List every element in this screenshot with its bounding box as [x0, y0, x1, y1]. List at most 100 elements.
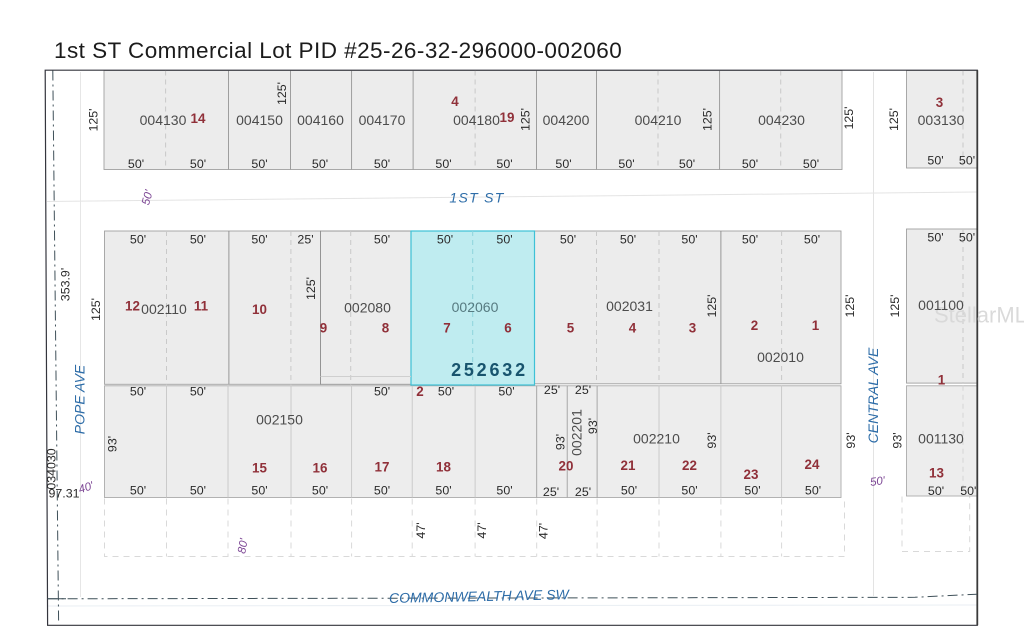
- svg-text:034030: 034030: [45, 448, 59, 489]
- svg-text:50': 50': [130, 484, 146, 498]
- svg-text:50': 50': [312, 484, 328, 498]
- svg-text:2: 2: [751, 318, 758, 333]
- svg-text:24: 24: [805, 457, 820, 472]
- svg-text:003130: 003130: [918, 112, 965, 128]
- svg-text:93': 93': [554, 434, 568, 450]
- svg-text:11: 11: [194, 299, 209, 314]
- svg-text:50': 50': [555, 157, 571, 171]
- svg-text:9: 9: [320, 321, 327, 336]
- svg-text:001130: 001130: [918, 431, 964, 447]
- svg-text:40': 40': [77, 480, 96, 496]
- svg-text:97.31: 97.31: [48, 487, 79, 501]
- svg-text:50': 50': [374, 157, 390, 171]
- svg-text:002210: 002210: [633, 431, 680, 447]
- svg-text:004160: 004160: [297, 112, 344, 128]
- svg-text:50': 50': [496, 157, 512, 171]
- svg-text:50': 50': [620, 233, 636, 247]
- svg-text:80': 80': [236, 537, 251, 555]
- svg-text:93': 93': [705, 432, 719, 448]
- svg-text:004170: 004170: [359, 112, 406, 128]
- svg-text:6: 6: [504, 321, 511, 336]
- svg-text:4: 4: [451, 94, 459, 109]
- svg-text:50': 50': [251, 484, 267, 498]
- svg-text:50': 50': [621, 484, 637, 498]
- svg-text:13: 13: [929, 466, 944, 481]
- svg-text:7: 7: [443, 321, 450, 336]
- svg-text:25': 25': [575, 485, 591, 499]
- svg-text:47': 47': [475, 522, 489, 538]
- svg-text:50': 50': [130, 385, 146, 399]
- svg-text:50': 50': [190, 385, 206, 399]
- svg-text:CENTRAL AVE: CENTRAL AVE: [865, 347, 881, 443]
- svg-text:4: 4: [629, 321, 637, 336]
- svg-text:50': 50': [374, 484, 390, 498]
- svg-text:50': 50': [959, 231, 975, 245]
- svg-text:50': 50': [190, 484, 206, 498]
- svg-text:50': 50': [681, 233, 697, 247]
- svg-text:16: 16: [313, 460, 328, 475]
- svg-text:17: 17: [375, 459, 390, 474]
- svg-text:25': 25': [544, 383, 560, 397]
- svg-text:353.9': 353.9': [59, 268, 73, 301]
- svg-text:19: 19: [500, 110, 515, 125]
- svg-text:50': 50': [618, 157, 634, 171]
- svg-text:004210: 004210: [635, 112, 682, 128]
- svg-text:50': 50': [960, 484, 976, 498]
- svg-text:50': 50': [805, 484, 821, 498]
- svg-text:50': 50': [190, 233, 206, 247]
- svg-text:004200: 004200: [543, 112, 590, 128]
- svg-text:50': 50': [959, 154, 975, 168]
- svg-text:50': 50': [496, 233, 512, 247]
- svg-text:002060: 002060: [452, 299, 499, 315]
- svg-text:25': 25': [575, 383, 591, 397]
- svg-text:50': 50': [927, 231, 943, 245]
- svg-text:50': 50': [742, 157, 758, 171]
- svg-text:002150: 002150: [256, 412, 303, 428]
- svg-text:93': 93': [586, 418, 600, 434]
- svg-text:93': 93': [106, 436, 120, 452]
- svg-text:20: 20: [559, 459, 574, 474]
- svg-text:125': 125': [89, 298, 103, 321]
- svg-text:002201: 002201: [569, 409, 585, 456]
- svg-text:125': 125': [842, 106, 856, 129]
- svg-text:50': 50': [435, 157, 451, 171]
- svg-text:50': 50': [869, 475, 886, 489]
- svg-text:50': 50': [128, 157, 144, 171]
- svg-text:StellarMLS: StellarMLS: [934, 303, 1024, 328]
- svg-text:002110: 002110: [141, 301, 187, 317]
- svg-text:COMMONWEALTH AVE SW: COMMONWEALTH AVE SW: [389, 586, 571, 606]
- svg-text:50': 50': [435, 484, 451, 498]
- svg-text:POPE AVE: POPE AVE: [72, 364, 88, 434]
- svg-text:50': 50': [190, 157, 206, 171]
- svg-text:004150: 004150: [236, 112, 283, 128]
- svg-text:125': 125': [888, 294, 902, 317]
- svg-text:1st ST Commercial Lot PID #25-: 1st ST Commercial Lot PID #25-26-32-2960…: [54, 38, 622, 63]
- svg-text:50': 50': [742, 233, 758, 247]
- svg-text:002031: 002031: [606, 298, 653, 314]
- svg-text:22: 22: [682, 458, 697, 473]
- svg-text:50': 50': [374, 385, 390, 399]
- svg-text:252632: 252632: [451, 360, 528, 380]
- svg-text:004130: 004130: [140, 112, 187, 128]
- svg-text:3: 3: [689, 321, 696, 336]
- svg-text:50': 50': [251, 233, 267, 247]
- svg-text:50': 50': [130, 233, 146, 247]
- svg-text:93': 93': [844, 432, 858, 448]
- svg-text:50': 50': [251, 157, 267, 171]
- svg-text:50': 50': [560, 233, 576, 247]
- svg-text:50': 50': [496, 484, 512, 498]
- svg-text:50': 50': [140, 188, 156, 206]
- svg-text:25': 25': [297, 233, 313, 247]
- svg-text:125': 125': [275, 82, 289, 105]
- svg-text:125': 125': [304, 277, 318, 300]
- svg-text:15: 15: [252, 460, 267, 475]
- svg-text:004230: 004230: [758, 112, 805, 128]
- svg-text:125': 125': [701, 108, 715, 131]
- svg-text:50': 50': [374, 233, 390, 247]
- svg-text:50': 50': [744, 484, 760, 498]
- svg-text:14: 14: [191, 111, 206, 126]
- svg-text:50': 50': [804, 233, 820, 247]
- svg-text:12: 12: [125, 299, 140, 314]
- svg-text:47': 47': [414, 522, 428, 538]
- svg-text:004180: 004180: [453, 112, 500, 128]
